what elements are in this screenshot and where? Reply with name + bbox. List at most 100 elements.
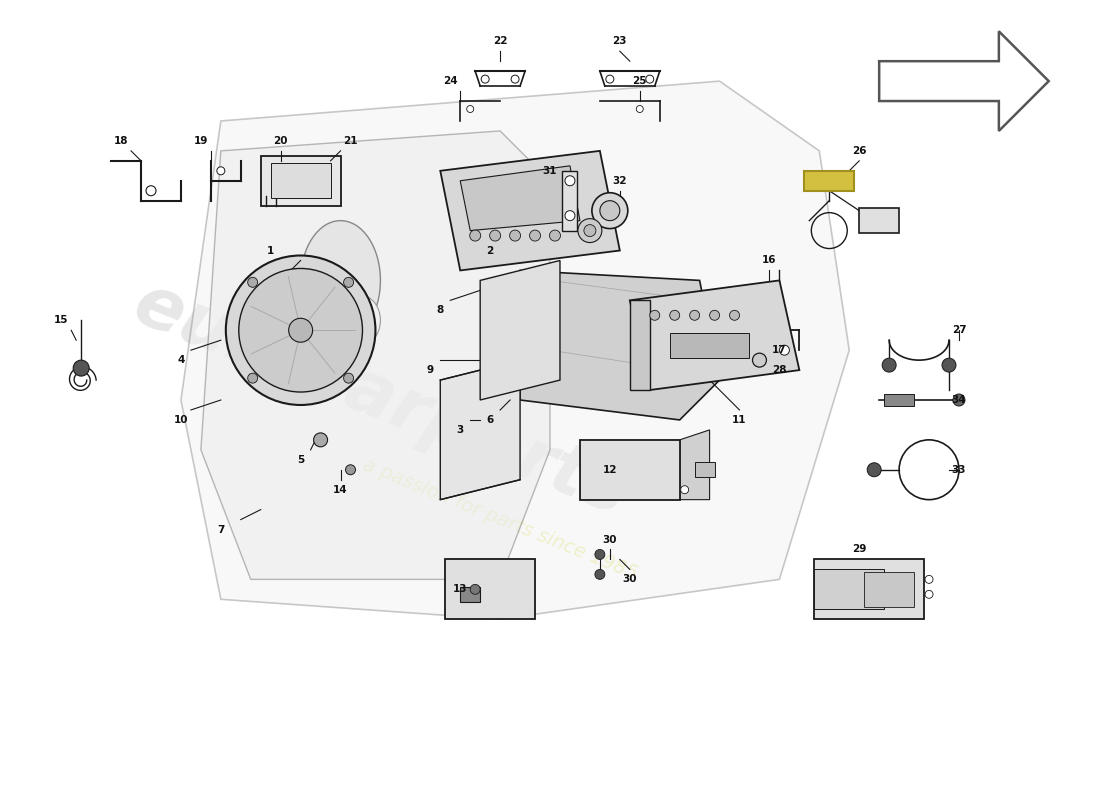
- Circle shape: [595, 570, 605, 579]
- Polygon shape: [460, 166, 580, 230]
- Text: 20: 20: [274, 136, 288, 146]
- Circle shape: [578, 218, 602, 242]
- Text: 15: 15: [54, 315, 68, 326]
- Circle shape: [565, 176, 575, 186]
- FancyBboxPatch shape: [562, 170, 578, 230]
- Polygon shape: [481, 261, 560, 400]
- Text: 6: 6: [486, 415, 494, 425]
- Text: 14: 14: [333, 485, 348, 494]
- Text: 12: 12: [603, 465, 617, 474]
- Circle shape: [710, 310, 719, 320]
- FancyBboxPatch shape: [814, 559, 924, 619]
- Circle shape: [146, 186, 156, 196]
- Circle shape: [226, 255, 375, 405]
- Text: 21: 21: [343, 136, 358, 146]
- FancyBboxPatch shape: [804, 170, 855, 190]
- Circle shape: [681, 486, 689, 494]
- Circle shape: [343, 278, 353, 287]
- Circle shape: [470, 230, 481, 241]
- Text: 26: 26: [852, 146, 867, 156]
- Circle shape: [729, 310, 739, 320]
- Circle shape: [239, 269, 363, 392]
- FancyBboxPatch shape: [884, 394, 914, 406]
- Circle shape: [646, 75, 653, 83]
- Circle shape: [670, 310, 680, 320]
- Circle shape: [925, 590, 933, 598]
- Circle shape: [690, 310, 700, 320]
- Circle shape: [867, 462, 881, 477]
- Text: 30: 30: [623, 574, 637, 584]
- Circle shape: [466, 106, 474, 113]
- Text: 18: 18: [113, 136, 129, 146]
- Text: 25: 25: [632, 76, 647, 86]
- Polygon shape: [879, 31, 1048, 131]
- Circle shape: [882, 358, 896, 372]
- FancyBboxPatch shape: [814, 570, 884, 610]
- Text: 31: 31: [542, 166, 558, 176]
- Circle shape: [343, 373, 353, 383]
- Text: 7: 7: [217, 525, 224, 534]
- Text: 16: 16: [762, 255, 777, 266]
- FancyBboxPatch shape: [261, 156, 341, 206]
- Text: 8: 8: [437, 306, 444, 315]
- FancyBboxPatch shape: [460, 587, 481, 602]
- Text: eurocarparts: eurocarparts: [123, 270, 637, 530]
- Circle shape: [512, 75, 519, 83]
- Text: 13: 13: [453, 584, 468, 594]
- Circle shape: [217, 167, 224, 174]
- Polygon shape: [180, 81, 849, 619]
- Text: 9: 9: [427, 365, 433, 375]
- Text: a passion for parts since 1985: a passion for parts since 1985: [360, 456, 640, 583]
- Text: 4: 4: [177, 355, 185, 365]
- FancyBboxPatch shape: [859, 208, 899, 233]
- Text: 1: 1: [267, 246, 274, 255]
- Circle shape: [584, 225, 596, 237]
- Circle shape: [550, 230, 561, 241]
- Text: 28: 28: [772, 365, 786, 375]
- FancyBboxPatch shape: [271, 163, 331, 198]
- Ellipse shape: [341, 295, 381, 345]
- Circle shape: [606, 75, 614, 83]
- Circle shape: [925, 575, 933, 583]
- Circle shape: [752, 353, 767, 367]
- Text: 29: 29: [852, 545, 867, 554]
- Text: 27: 27: [952, 326, 966, 335]
- FancyBboxPatch shape: [446, 559, 535, 619]
- FancyBboxPatch shape: [670, 333, 749, 358]
- Polygon shape: [630, 281, 800, 390]
- FancyBboxPatch shape: [694, 462, 715, 478]
- Circle shape: [314, 433, 328, 447]
- Text: 3: 3: [456, 425, 464, 435]
- Circle shape: [600, 201, 619, 221]
- Polygon shape: [630, 300, 650, 390]
- Text: 34: 34: [952, 395, 966, 405]
- Text: 11: 11: [733, 415, 747, 425]
- Polygon shape: [680, 430, 710, 500]
- Text: 17: 17: [772, 345, 786, 355]
- Circle shape: [565, 210, 575, 221]
- Text: 19: 19: [194, 136, 208, 146]
- Circle shape: [650, 310, 660, 320]
- Text: 23: 23: [613, 36, 627, 46]
- Circle shape: [470, 584, 481, 594]
- Text: 22: 22: [493, 36, 507, 46]
- Text: 24: 24: [443, 76, 458, 86]
- Text: 30: 30: [603, 534, 617, 545]
- Polygon shape: [440, 151, 619, 270]
- Circle shape: [509, 230, 520, 241]
- FancyBboxPatch shape: [865, 572, 914, 606]
- Text: 33: 33: [952, 465, 966, 474]
- Circle shape: [595, 550, 605, 559]
- Circle shape: [529, 230, 540, 241]
- Text: 32: 32: [613, 176, 627, 186]
- Polygon shape: [201, 131, 550, 579]
- Polygon shape: [520, 270, 719, 420]
- Text: 2: 2: [486, 246, 494, 255]
- Circle shape: [953, 394, 965, 406]
- Circle shape: [780, 345, 790, 355]
- Text: 5: 5: [297, 454, 305, 465]
- Text: 10: 10: [174, 415, 188, 425]
- Circle shape: [345, 465, 355, 474]
- Circle shape: [942, 358, 956, 372]
- Circle shape: [636, 106, 644, 113]
